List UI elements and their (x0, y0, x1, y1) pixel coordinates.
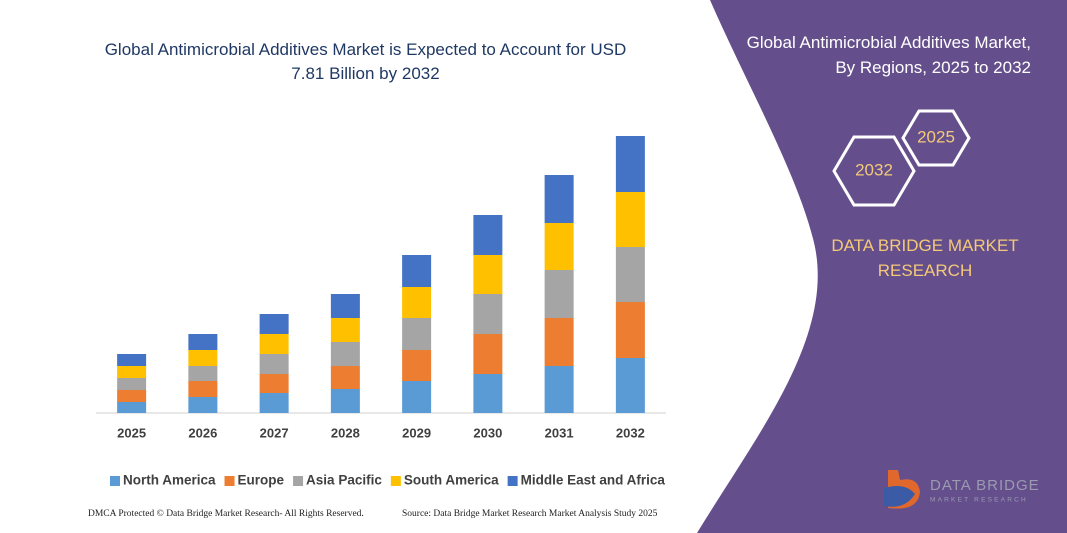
hexagon-label: 2025 (917, 127, 955, 146)
bar-segment (615, 136, 645, 192)
bar-segment (117, 402, 147, 413)
panel-heading: Global Antimicrobial Additives Market, B… (746, 33, 1031, 77)
legend-swatch (293, 476, 304, 486)
bar-segment (473, 374, 503, 413)
legend-label: Asia Pacific (306, 473, 382, 488)
chart-title: Global Antimicrobial Additives Market is… (104, 40, 627, 83)
bar-segment (615, 247, 645, 302)
bar-segment (544, 270, 574, 318)
bar-segment (473, 255, 503, 294)
bar-segment (117, 378, 147, 390)
bar-segment (259, 374, 289, 393)
bar-segment (259, 354, 289, 374)
logo-name: DATA BRIDGE (930, 477, 1040, 494)
logo-tagline: MARKET RESEARCH (930, 497, 1028, 504)
bar-segment (117, 390, 147, 402)
footer-copyright: DMCA Protected © Data Bridge Market Rese… (88, 509, 364, 519)
bar-segment (544, 223, 574, 270)
legend-swatch (390, 476, 401, 486)
hexagon (832, 135, 916, 207)
bar-segment (259, 393, 289, 413)
bar-segment (402, 318, 432, 350)
bar-segment (615, 302, 645, 358)
legend-swatch (224, 476, 235, 486)
hexagon-label: 2032 (855, 160, 893, 179)
bar-segment (188, 397, 218, 413)
bar-segment (402, 287, 432, 318)
bar-segment (544, 366, 574, 413)
bar-segment (402, 381, 432, 413)
legend-label: North America (123, 473, 216, 488)
bar-segment (402, 255, 432, 287)
bar-segment (473, 215, 503, 255)
bar-segment (330, 366, 360, 389)
bar-segment (188, 366, 218, 381)
bar-segment (117, 354, 147, 366)
bar-segment (544, 175, 574, 223)
side-panel (697, 0, 1067, 533)
bar-segment (117, 366, 147, 378)
legend-label: South America (404, 473, 499, 488)
x-tick-label: 2026 (188, 425, 217, 440)
bar-segment (330, 342, 360, 366)
legend-label: Europe (238, 473, 285, 488)
x-tick-label: 2028 (331, 425, 360, 440)
logo-mark (884, 486, 915, 507)
x-tick-label: 2027 (260, 425, 289, 440)
footer-source: Source: Data Bridge Market Research Mark… (402, 509, 658, 519)
x-tick-label: 2032 (616, 425, 645, 440)
bar-segment (473, 294, 503, 334)
legend-swatch (507, 476, 518, 486)
bar-segment (330, 389, 360, 413)
legend-label: Middle East and Africa (521, 473, 666, 488)
bar-segment (259, 314, 289, 334)
bar-segment (615, 358, 645, 413)
bar-segment (330, 318, 360, 342)
bar-segment (188, 350, 218, 366)
bar-segment (259, 334, 289, 354)
bar-segment (544, 318, 574, 366)
x-tick-label: 2025 (117, 425, 146, 440)
panel-brand: DATA BRIDGE MARKET RESEARCH (831, 236, 1019, 280)
bar-segment (188, 334, 218, 350)
bar-segment (330, 294, 360, 318)
bar-segment (473, 334, 503, 374)
bar-segment (402, 350, 432, 381)
x-tick-label: 2031 (545, 425, 574, 440)
hexagon (901, 109, 971, 167)
bar-segment (615, 192, 645, 247)
bar-segment (188, 381, 218, 397)
x-tick-label: 2030 (473, 425, 502, 440)
x-tick-label: 2029 (402, 425, 431, 440)
legend-swatch (110, 476, 120, 486)
